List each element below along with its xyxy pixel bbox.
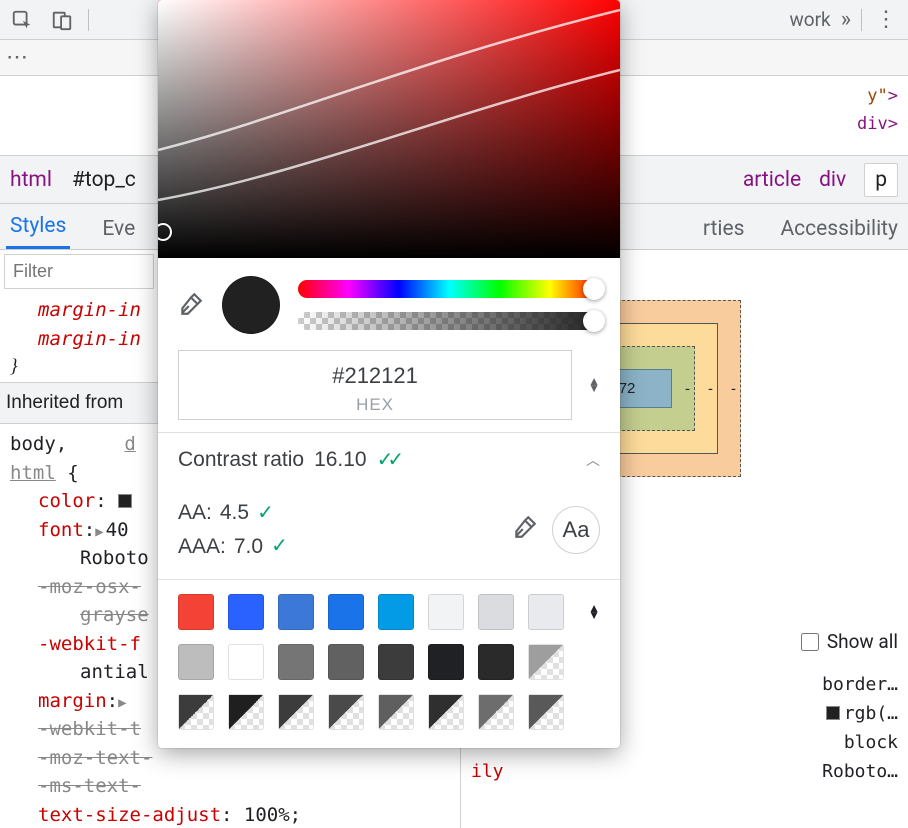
color-swatch-icon	[826, 706, 840, 720]
palette-stepper-icon[interactable]: ▲▼	[588, 605, 600, 619]
color-value-field: HEX	[178, 350, 572, 420]
tab-event-listeners-partial[interactable]: Eve	[98, 209, 139, 249]
current-color-swatch	[222, 276, 280, 334]
palette-swatch[interactable]	[228, 644, 264, 680]
palette-swatch[interactable]	[228, 594, 264, 630]
collapse-chevron-icon[interactable]: ︿	[586, 450, 600, 470]
check-icon: ✓	[271, 530, 288, 562]
palette-swatch[interactable]	[328, 594, 364, 630]
crumb-article[interactable]: article	[743, 168, 801, 192]
alpha-slider[interactable]	[298, 312, 600, 330]
palette-swatch[interactable]	[478, 694, 514, 730]
palette-swatch[interactable]	[428, 644, 464, 680]
show-all-label: Show all	[827, 630, 898, 653]
palette-swatch[interactable]	[178, 644, 214, 680]
aaa-label: AAA:	[178, 530, 226, 564]
background-eyedropper-icon[interactable]	[512, 514, 538, 546]
dom-tag: div	[857, 114, 888, 134]
computed-row[interactable]: ily Roboto…	[471, 757, 898, 786]
palette-swatch[interactable]	[428, 594, 464, 630]
kebab-menu-icon[interactable]: ⋮	[872, 6, 900, 34]
contrast-value: 16.10	[314, 448, 367, 472]
palette-swatch[interactable]	[178, 694, 214, 730]
palette-swatch[interactable]	[528, 644, 564, 680]
color-swatch-icon[interactable]	[118, 494, 132, 508]
palette-swatch[interactable]	[378, 694, 414, 730]
palette-swatch[interactable]	[278, 594, 314, 630]
tab-properties-partial[interactable]: rties	[699, 209, 749, 249]
palette-swatch[interactable]	[228, 694, 264, 730]
show-all-checkbox[interactable]	[801, 633, 819, 651]
slider-thumb-icon[interactable]	[583, 310, 605, 332]
expand-triangle-icon[interactable]: ▶	[95, 522, 103, 543]
eyedropper-icon[interactable]	[178, 291, 204, 320]
color-format-label: HEX	[187, 395, 563, 415]
hue-slider[interactable]	[298, 280, 600, 298]
toolbar-separator	[88, 9, 89, 31]
color-palette: ▲▼	[158, 579, 620, 748]
contrast-label: Contrast ratio	[178, 448, 304, 472]
css-property-strike[interactable]: -ms-text-	[10, 772, 460, 801]
palette-swatch[interactable]	[278, 694, 314, 730]
aa-label: AA:	[178, 496, 212, 530]
palette-swatch[interactable]	[478, 644, 514, 680]
ellipsis-icon[interactable]: ⋯	[6, 45, 28, 70]
css-property[interactable]: text-size-adjust: 100%;	[10, 801, 460, 828]
slider-thumb-icon[interactable]	[583, 278, 605, 300]
crumb-p[interactable]: p	[864, 163, 898, 197]
dom-attr-fragment: y"	[867, 86, 887, 106]
box-model-value: -	[731, 380, 736, 397]
toolbar-separator	[861, 9, 862, 31]
expand-triangle-icon[interactable]: ▶	[118, 693, 126, 714]
palette-swatch[interactable]	[178, 594, 214, 630]
hex-input[interactable]	[187, 363, 563, 389]
tab-accessibility[interactable]: Accessibility	[776, 209, 902, 249]
palette-swatch[interactable]	[528, 594, 564, 630]
palette-swatch[interactable]	[278, 644, 314, 680]
text-sample-icon[interactable]: Aa	[552, 506, 600, 554]
aaa-value: 7.0	[234, 530, 263, 564]
palette-swatch[interactable]	[478, 594, 514, 630]
more-tabs-icon[interactable]: »	[841, 7, 851, 32]
crumb-selector[interactable]: #top_c	[72, 168, 136, 192]
color-picker-popover: HEX ▲▼ Contrast ratio 16.10 ✓✓ ︿ AA: 4.5…	[158, 0, 620, 748]
palette-swatch[interactable]	[528, 694, 564, 730]
styles-filter-input[interactable]	[4, 254, 154, 289]
format-stepper-icon[interactable]: ▲▼	[588, 378, 600, 392]
crumb-html[interactable]: html	[10, 168, 52, 192]
aa-value: 4.5	[220, 496, 249, 530]
palette-swatch[interactable]	[328, 694, 364, 730]
check-icon: ✓	[257, 497, 274, 529]
inspect-element-icon[interactable]	[8, 6, 36, 34]
double-check-icon: ✓✓	[377, 447, 405, 472]
crumb-div[interactable]: div	[819, 168, 846, 192]
palette-swatch[interactable]	[428, 694, 464, 730]
show-all-toggle: Show all	[801, 630, 898, 653]
tab-styles[interactable]: Styles	[6, 206, 70, 249]
color-spectrum[interactable]	[158, 0, 620, 258]
palette-swatch[interactable]	[378, 644, 414, 680]
palette-swatch[interactable]	[378, 594, 414, 630]
device-toggle-icon[interactable]	[48, 6, 76, 34]
tab-network-partial[interactable]: work	[790, 8, 831, 31]
palette-swatch[interactable]	[328, 644, 364, 680]
